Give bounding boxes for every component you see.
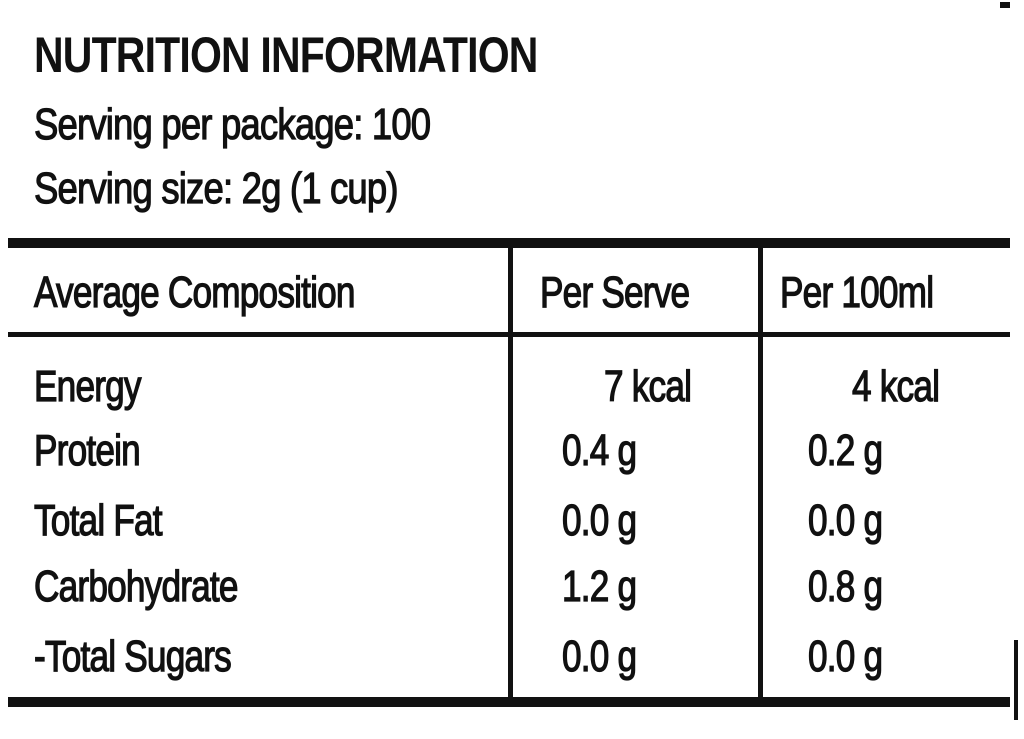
per-100ml-value: 4 kcal <box>851 361 940 411</box>
column-header-composition: Average Composition <box>33 267 356 317</box>
nutrient-name: -Total Sugars <box>33 631 232 681</box>
servings-per-package: Serving per package: 100 <box>34 99 432 149</box>
per-100ml-value: 0.0 g <box>807 495 883 545</box>
per-serve-value: 7 kcal <box>603 361 692 411</box>
label-title: NUTRITION INFORMATION <box>34 27 538 83</box>
per-100ml-value: 0.2 g <box>807 425 883 475</box>
serving-size: Serving size: 2g (1 cup) <box>34 163 400 213</box>
column-divider-1 <box>508 246 513 698</box>
table-bottom-rule <box>8 697 1010 707</box>
scan-artifact-edge <box>1014 640 1018 720</box>
per-serve-value: 1.2 g <box>561 561 637 611</box>
table-top-rule <box>8 238 1010 248</box>
per-serve-value: 0.0 g <box>561 495 637 545</box>
column-divider-2 <box>758 246 763 698</box>
column-header-per-serve: Per Serve <box>539 267 690 317</box>
per-serve-value: 0.0 g <box>561 631 637 681</box>
scan-artifact-mark <box>1000 2 1010 8</box>
nutrient-name: Total Fat <box>33 495 163 545</box>
per-100ml-value: 0.0 g <box>807 631 883 681</box>
nutrient-name: Carbohydrate <box>33 561 239 611</box>
column-header-per-100ml: Per 100ml <box>779 267 934 317</box>
nutrient-name: Energy <box>33 361 142 411</box>
nutrient-name: Protein <box>33 425 141 475</box>
per-100ml-value: 0.8 g <box>807 561 883 611</box>
per-serve-value: 0.4 g <box>561 425 637 475</box>
